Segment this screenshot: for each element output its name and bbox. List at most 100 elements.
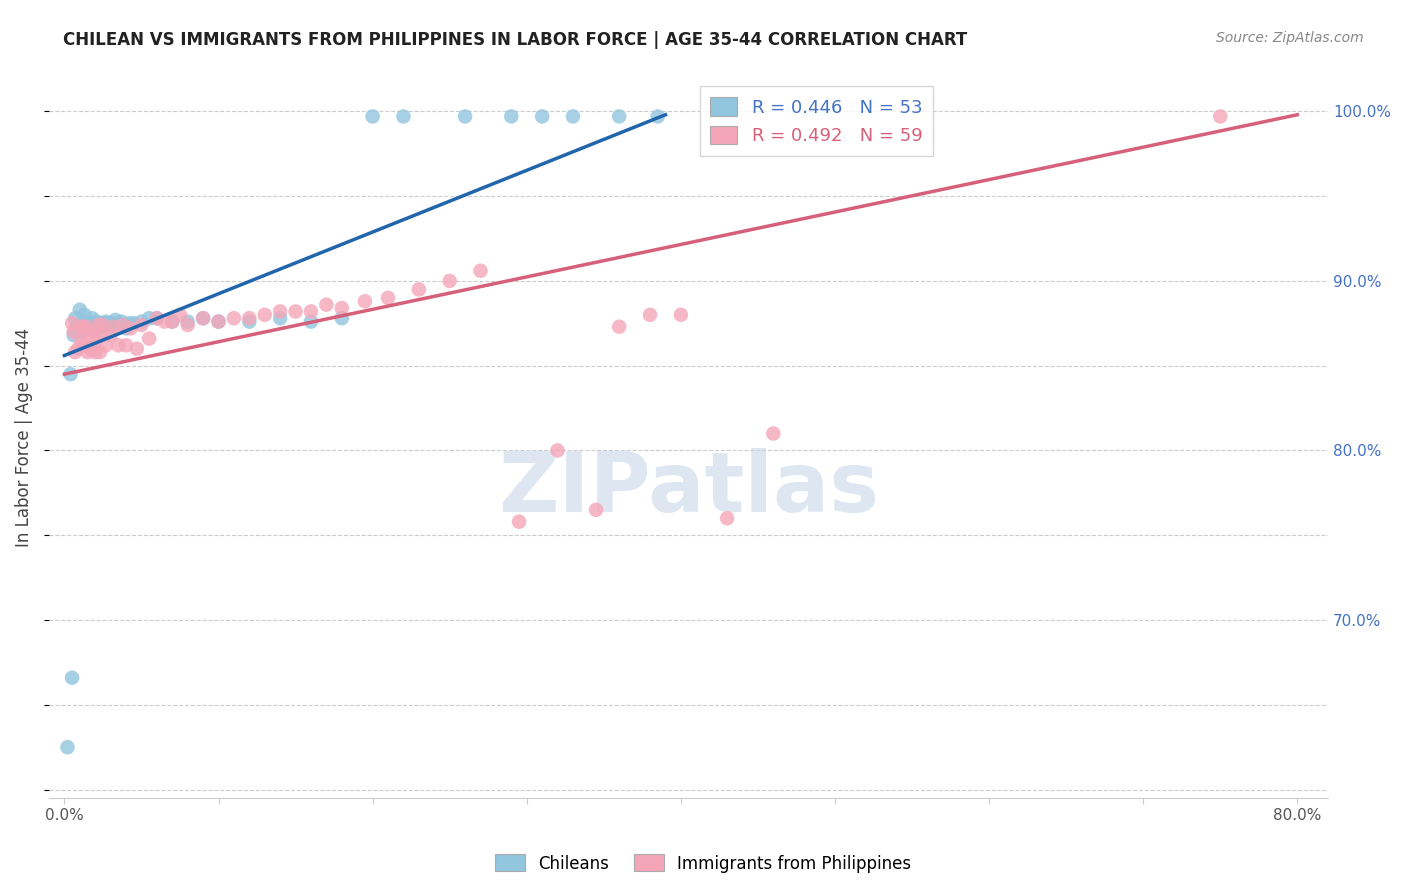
Point: [83, 325, 105, 339]
Point: [238, 315, 260, 329]
Point: [86, 332, 108, 346]
Point: [138, 311, 160, 326]
Point: [87, 318, 110, 332]
Point: [354, 294, 377, 309]
Point: [191, 311, 214, 326]
Text: CHILEAN VS IMMIGRANTS FROM PHILIPPINES IN LABOR FORCE | AGE 35-44 CORRELATION CH: CHILEAN VS IMMIGRANTS FROM PHILIPPINES I…: [63, 31, 967, 49]
Point: [408, 282, 430, 296]
Point: [70, 325, 93, 339]
Point: [72, 315, 94, 329]
Point: [470, 264, 492, 278]
Point: [77, 316, 100, 330]
Point: [253, 308, 276, 322]
Point: [1209, 110, 1232, 124]
Point: [94, 315, 117, 329]
Point: [131, 315, 153, 329]
Point: [607, 319, 630, 334]
Point: [284, 304, 307, 318]
Point: [86, 315, 108, 329]
Point: [77, 325, 100, 339]
Legend: Chileans, Immigrants from Philippines: Chileans, Immigrants from Philippines: [488, 847, 918, 880]
Point: [118, 316, 141, 330]
Point: [62, 328, 84, 343]
Point: [146, 311, 169, 326]
Point: [76, 321, 98, 335]
Point: [647, 110, 669, 124]
Point: [103, 319, 125, 334]
Point: [101, 316, 124, 330]
Point: [91, 318, 114, 332]
Point: [104, 313, 127, 327]
Point: [162, 315, 184, 329]
Point: [222, 311, 245, 326]
Point: [531, 110, 554, 124]
Point: [73, 338, 96, 352]
Point: [207, 315, 229, 329]
Point: [63, 311, 86, 326]
Point: [547, 443, 569, 458]
Point: [87, 316, 110, 330]
Point: [122, 316, 145, 330]
Point: [330, 311, 353, 326]
Point: [207, 315, 229, 329]
Point: [361, 110, 384, 124]
Point: [94, 338, 117, 352]
Point: [153, 315, 176, 329]
Text: Source: ZipAtlas.com: Source: ZipAtlas.com: [1216, 31, 1364, 45]
Point: [75, 319, 97, 334]
Point: [84, 316, 107, 330]
Point: [585, 503, 607, 517]
Point: [162, 315, 184, 329]
Point: [269, 311, 291, 326]
Point: [67, 342, 90, 356]
Point: [146, 311, 169, 326]
Point: [96, 316, 118, 330]
Y-axis label: In Labor Force | Age 35-44: In Labor Force | Age 35-44: [15, 328, 32, 548]
Point: [115, 321, 138, 335]
Point: [762, 426, 785, 441]
Point: [100, 328, 122, 343]
Point: [60, 671, 83, 685]
Point: [82, 338, 104, 352]
Point: [131, 318, 153, 332]
Point: [73, 308, 96, 322]
Text: ZIPatlas: ZIPatlas: [498, 448, 879, 529]
Point: [66, 319, 89, 334]
Point: [91, 319, 114, 334]
Point: [107, 316, 129, 330]
Point: [508, 515, 530, 529]
Point: [72, 319, 94, 334]
Point: [439, 274, 461, 288]
Point: [56, 740, 79, 755]
Point: [111, 318, 134, 332]
Point: [299, 304, 322, 318]
Point: [120, 321, 142, 335]
Point: [315, 298, 337, 312]
Point: [59, 367, 82, 381]
Point: [84, 345, 107, 359]
Point: [330, 301, 353, 315]
Point: [238, 311, 260, 326]
Point: [100, 319, 122, 334]
Point: [89, 345, 111, 359]
Point: [70, 333, 93, 347]
Point: [377, 291, 399, 305]
Point: [89, 316, 111, 330]
Point: [392, 110, 415, 124]
Point: [60, 316, 83, 330]
Point: [607, 110, 630, 124]
Point: [191, 311, 214, 326]
Point: [454, 110, 477, 124]
Point: [562, 110, 585, 124]
Point: [90, 328, 112, 343]
Point: [716, 511, 738, 525]
Point: [107, 338, 129, 352]
Point: [176, 318, 198, 332]
Point: [69, 319, 91, 334]
Point: [115, 338, 138, 352]
Point: [69, 302, 91, 317]
Point: [638, 308, 661, 322]
Point: [75, 319, 97, 334]
Point: [110, 315, 132, 329]
Point: [299, 315, 322, 329]
